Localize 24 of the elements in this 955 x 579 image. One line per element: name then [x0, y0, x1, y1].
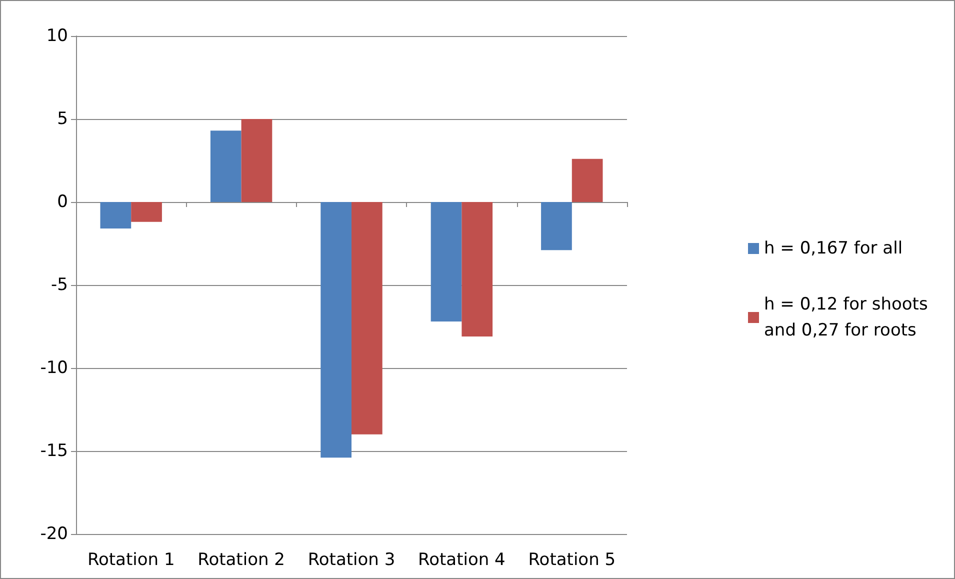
bar	[352, 202, 382, 434]
x-tick-label: Rotation 4	[418, 550, 506, 570]
bar	[462, 202, 493, 336]
y-tick-label: -20	[40, 524, 68, 544]
bar	[100, 202, 132, 229]
x-tick-label: Rotation 2	[198, 550, 285, 570]
y-tick-label: -5	[51, 275, 68, 295]
bar	[241, 119, 272, 202]
x-tick-label: Rotation 3	[308, 550, 396, 570]
y-tick-label: 5	[57, 109, 68, 129]
y-tick-label: 0	[57, 192, 68, 212]
legend-label: h = 0,167 for all	[764, 238, 903, 258]
y-tick-label: -10	[40, 358, 68, 378]
legend-label: h = 0,12 for shoots and 0,27 for roots	[764, 294, 934, 340]
bar	[320, 202, 352, 458]
y-tick-label: -15	[40, 441, 68, 461]
x-tick-label: Rotation 5	[528, 550, 616, 570]
bar	[430, 202, 462, 322]
bar	[210, 130, 242, 202]
bar	[572, 158, 603, 202]
bar	[131, 202, 162, 222]
y-tick-label: 10	[46, 26, 68, 46]
bar	[541, 202, 572, 250]
x-tick-label: Rotation 1	[87, 550, 175, 570]
